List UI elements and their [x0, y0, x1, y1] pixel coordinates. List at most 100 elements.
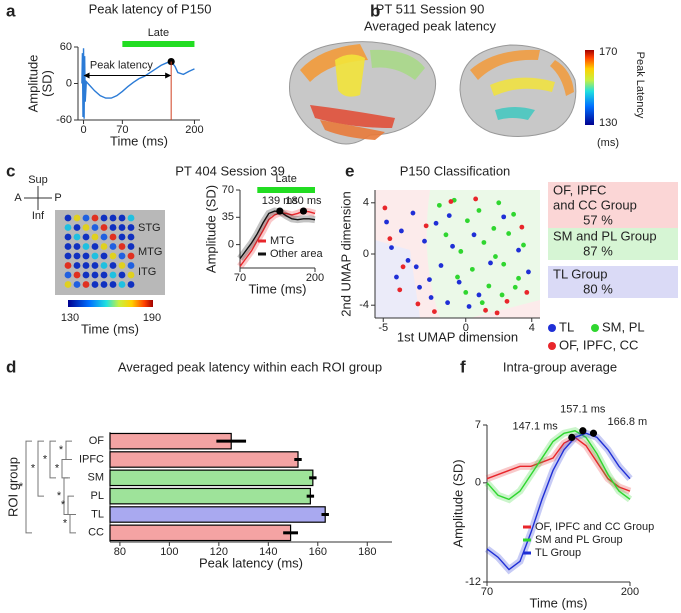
y-tick-label: -60	[56, 114, 72, 126]
point	[516, 247, 521, 253]
point	[512, 284, 518, 290]
peak-marker	[589, 429, 598, 437]
point	[493, 254, 498, 259]
electrode	[91, 271, 99, 279]
group-box	[548, 228, 678, 260]
electrode	[118, 224, 126, 231]
legend-label: SM, PL	[602, 319, 645, 334]
point	[397, 287, 403, 293]
group-name: SM and PL Group	[553, 228, 657, 243]
electrode	[82, 271, 90, 279]
x-tick-label: 200	[621, 586, 639, 598]
y-tick-label: 0	[363, 248, 369, 260]
point	[458, 249, 464, 254]
electrode	[109, 281, 117, 288]
point	[436, 202, 442, 208]
decision-regions	[375, 190, 540, 318]
group-name: and CC Group	[553, 197, 637, 212]
point	[417, 284, 422, 290]
legend-label: TL Group	[535, 547, 581, 559]
group-accuracy: 87 %	[583, 243, 613, 258]
point	[471, 232, 477, 238]
point	[423, 223, 429, 229]
brain-lateral	[289, 41, 437, 145]
electrode	[127, 262, 135, 269]
point	[488, 260, 493, 266]
region-label: STG	[138, 222, 161, 234]
x-tick-label: 100	[160, 546, 178, 558]
significance-label: *	[57, 490, 62, 502]
chart-title: Intra-group average	[503, 359, 617, 374]
y-tick-label: 4	[363, 197, 369, 209]
x-axis-label: Time (ms)	[110, 133, 168, 148]
legend-label: OF, IPFC and CC Group	[535, 521, 654, 533]
point	[521, 242, 526, 248]
electrode	[118, 252, 126, 260]
electrode	[127, 233, 135, 241]
point	[519, 224, 525, 230]
category-label: TL	[91, 508, 104, 520]
x-tick-label: 160	[309, 546, 327, 558]
legend-label: TL	[559, 319, 574, 334]
y-axis-label: (SD)	[39, 70, 54, 97]
panel-label: d	[6, 357, 16, 376]
electrode	[73, 214, 81, 222]
compass-label: Sup	[28, 174, 48, 186]
electrode	[82, 262, 90, 269]
electrode	[64, 281, 72, 288]
point	[516, 275, 521, 281]
panel-label: b	[370, 1, 380, 20]
electrode	[100, 243, 108, 250]
peak-marker	[579, 427, 587, 435]
line	[486, 430, 631, 501]
peak-label: 157.1 ms	[560, 404, 606, 416]
electrode	[64, 271, 72, 279]
point	[486, 283, 492, 289]
x-axis-label: 1st UMAP dimension	[397, 329, 518, 344]
compass-label: A	[14, 192, 22, 204]
y-axis-label: Amplitude	[25, 55, 40, 113]
electrode	[64, 224, 72, 231]
significance-label: *	[19, 481, 24, 493]
late-window	[122, 41, 195, 47]
y-tick-label: -12	[465, 576, 481, 588]
colorbar	[585, 50, 594, 125]
panel-label: f	[460, 357, 466, 376]
legend-marker	[591, 324, 599, 332]
group-name: TL Group	[553, 266, 607, 281]
compass: Sup Inf A P	[14, 174, 61, 222]
peak-marker	[299, 207, 308, 215]
point	[450, 243, 455, 249]
significance-label: *	[31, 463, 36, 475]
group-accuracy: 80 %	[583, 281, 613, 296]
legend-label: OF, IPFC, CC	[559, 337, 638, 352]
electrode-grid	[64, 214, 135, 288]
point	[473, 196, 479, 202]
point	[463, 290, 469, 295]
colorbar-tick: 130	[61, 312, 79, 324]
category-label: PL	[91, 490, 104, 502]
point	[506, 231, 512, 236]
point	[443, 232, 449, 238]
panel-label: a	[6, 1, 16, 20]
point	[405, 258, 411, 263]
bar	[109, 506, 326, 523]
x-axis-label: Time (ms)	[248, 281, 306, 296]
peak-marker	[568, 433, 576, 441]
significance-bracket	[25, 440, 32, 534]
category-label: CC	[88, 527, 104, 539]
electrode	[91, 214, 99, 222]
x-tick-label: 70	[234, 272, 246, 284]
y-tick-label: 35	[222, 211, 234, 223]
point	[504, 298, 510, 304]
electrode	[82, 233, 90, 241]
electrode	[73, 224, 81, 231]
colorbar-label: Time (ms)	[81, 321, 139, 336]
x-tick-label: 0	[80, 124, 86, 136]
x-tick-label: 70	[481, 586, 493, 598]
point	[494, 310, 500, 316]
panel-label: c	[6, 161, 15, 180]
point	[415, 301, 421, 307]
significance-label: *	[63, 518, 68, 530]
